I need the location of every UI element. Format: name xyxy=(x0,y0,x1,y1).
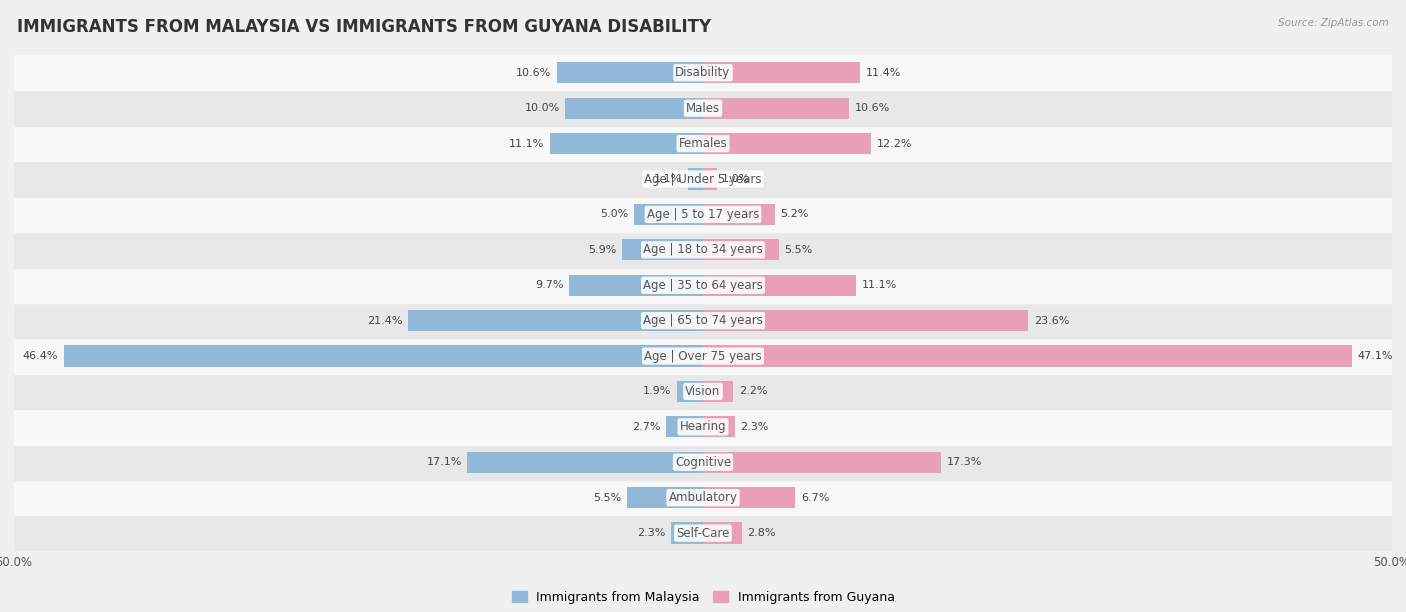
Bar xyxy=(703,381,734,402)
Bar xyxy=(703,345,1353,367)
Text: 1.0%: 1.0% xyxy=(723,174,751,184)
Bar xyxy=(14,409,1392,444)
Text: IMMIGRANTS FROM MALAYSIA VS IMMIGRANTS FROM GUYANA DISABILITY: IMMIGRANTS FROM MALAYSIA VS IMMIGRANTS F… xyxy=(17,18,711,36)
Bar xyxy=(703,523,741,543)
Bar xyxy=(703,97,849,119)
Bar xyxy=(14,480,1392,515)
Bar xyxy=(550,133,703,154)
Text: 5.9%: 5.9% xyxy=(588,245,616,255)
Bar xyxy=(703,416,735,438)
Bar xyxy=(703,168,717,190)
Text: Age | 18 to 34 years: Age | 18 to 34 years xyxy=(643,244,763,256)
Text: 2.3%: 2.3% xyxy=(637,528,666,538)
Bar xyxy=(703,239,779,261)
Bar xyxy=(14,91,1392,126)
Text: 10.0%: 10.0% xyxy=(524,103,560,113)
Text: 5.5%: 5.5% xyxy=(593,493,621,502)
Text: Age | 35 to 64 years: Age | 35 to 64 years xyxy=(643,278,763,292)
Bar xyxy=(671,523,703,543)
Bar xyxy=(703,310,1028,331)
Text: Age | 5 to 17 years: Age | 5 to 17 years xyxy=(647,208,759,221)
Bar xyxy=(14,515,1392,551)
Text: 5.5%: 5.5% xyxy=(785,245,813,255)
Bar xyxy=(467,452,703,473)
Text: 11.4%: 11.4% xyxy=(866,68,901,78)
Text: 21.4%: 21.4% xyxy=(367,316,402,326)
Bar xyxy=(408,310,703,331)
Legend: Immigrants from Malaysia, Immigrants from Guyana: Immigrants from Malaysia, Immigrants fro… xyxy=(506,586,900,609)
Text: Disability: Disability xyxy=(675,66,731,80)
Bar xyxy=(569,275,703,296)
Text: 5.0%: 5.0% xyxy=(600,209,628,220)
Bar xyxy=(627,487,703,509)
Text: 11.1%: 11.1% xyxy=(862,280,897,290)
Text: 9.7%: 9.7% xyxy=(536,280,564,290)
Text: 2.8%: 2.8% xyxy=(747,528,776,538)
Text: Age | Over 75 years: Age | Over 75 years xyxy=(644,349,762,362)
Text: 1.1%: 1.1% xyxy=(654,174,682,184)
Text: Ambulatory: Ambulatory xyxy=(668,491,738,504)
Bar xyxy=(676,381,703,402)
Bar xyxy=(703,62,860,83)
Bar xyxy=(703,452,942,473)
Bar xyxy=(14,162,1392,196)
Text: Age | 65 to 74 years: Age | 65 to 74 years xyxy=(643,314,763,327)
Text: Females: Females xyxy=(679,137,727,150)
Bar xyxy=(14,196,1392,232)
Text: 47.1%: 47.1% xyxy=(1358,351,1393,361)
Bar xyxy=(703,487,796,509)
Text: 2.2%: 2.2% xyxy=(738,386,768,397)
Text: 46.4%: 46.4% xyxy=(22,351,58,361)
Bar xyxy=(14,126,1392,162)
Bar xyxy=(14,374,1392,409)
Text: 10.6%: 10.6% xyxy=(855,103,890,113)
Text: Age | Under 5 years: Age | Under 5 years xyxy=(644,173,762,185)
Bar xyxy=(14,444,1392,480)
Bar xyxy=(14,303,1392,338)
Text: 2.7%: 2.7% xyxy=(631,422,661,432)
Text: 17.3%: 17.3% xyxy=(946,457,983,468)
Text: 11.1%: 11.1% xyxy=(509,138,544,149)
Text: 12.2%: 12.2% xyxy=(876,138,912,149)
Bar xyxy=(14,267,1392,303)
Bar xyxy=(63,345,703,367)
Bar xyxy=(14,232,1392,267)
Bar xyxy=(14,55,1392,91)
Text: 1.9%: 1.9% xyxy=(643,386,671,397)
Text: Source: ZipAtlas.com: Source: ZipAtlas.com xyxy=(1278,18,1389,28)
Bar xyxy=(634,204,703,225)
Text: Self-Care: Self-Care xyxy=(676,526,730,540)
Text: Vision: Vision xyxy=(685,385,721,398)
Text: 2.3%: 2.3% xyxy=(740,422,769,432)
Text: Males: Males xyxy=(686,102,720,114)
Text: 17.1%: 17.1% xyxy=(426,457,461,468)
Bar xyxy=(703,204,775,225)
Bar xyxy=(703,275,856,296)
Bar xyxy=(14,338,1392,374)
Text: 23.6%: 23.6% xyxy=(1033,316,1069,326)
Text: 10.6%: 10.6% xyxy=(516,68,551,78)
Text: 5.2%: 5.2% xyxy=(780,209,808,220)
Bar xyxy=(557,62,703,83)
Bar xyxy=(666,416,703,438)
Bar xyxy=(703,133,872,154)
Text: Cognitive: Cognitive xyxy=(675,456,731,469)
Bar xyxy=(621,239,703,261)
Bar xyxy=(565,97,703,119)
Bar xyxy=(688,168,703,190)
Text: 6.7%: 6.7% xyxy=(801,493,830,502)
Text: Hearing: Hearing xyxy=(679,420,727,433)
